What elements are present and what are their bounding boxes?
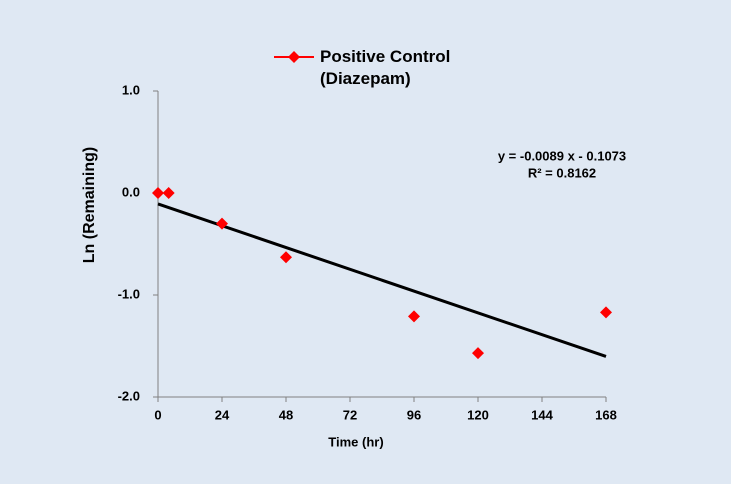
x-tick-label: 72	[343, 407, 357, 422]
legend-label: Positive Control (Diazepam)	[320, 47, 451, 88]
data-point	[600, 306, 612, 319]
data-point	[216, 217, 228, 230]
legend-marker	[288, 51, 300, 63]
x-axis-label: Time (hr)	[328, 434, 383, 449]
x-tick-label: 0	[154, 407, 161, 422]
data-point	[162, 187, 175, 199]
x-tick-label: 120	[467, 407, 489, 422]
x-tick-label: 96	[407, 407, 421, 422]
y-axis-label: Ln (Remaining)	[81, 147, 98, 263]
data-point	[472, 347, 484, 360]
trendline	[157, 202, 607, 358]
y-tick-label: -1.0	[118, 286, 140, 301]
x-tick-label: 144	[531, 407, 553, 422]
x-tick-label: 24	[215, 407, 230, 422]
trendline-r-squared: R² = 0.8162	[528, 165, 596, 180]
x-tick-label: 48	[279, 407, 293, 422]
data-point	[152, 187, 164, 199]
data-point	[280, 251, 292, 264]
x-tick-label: 168	[595, 407, 617, 422]
y-tick-label: 0.0	[122, 184, 140, 199]
trendline-equation: y = -0.0089 x - 0.1073	[498, 148, 626, 163]
data-point	[408, 310, 420, 323]
y-tick-label: 1.0	[122, 82, 140, 97]
y-tick-label: -2.0	[118, 388, 140, 403]
